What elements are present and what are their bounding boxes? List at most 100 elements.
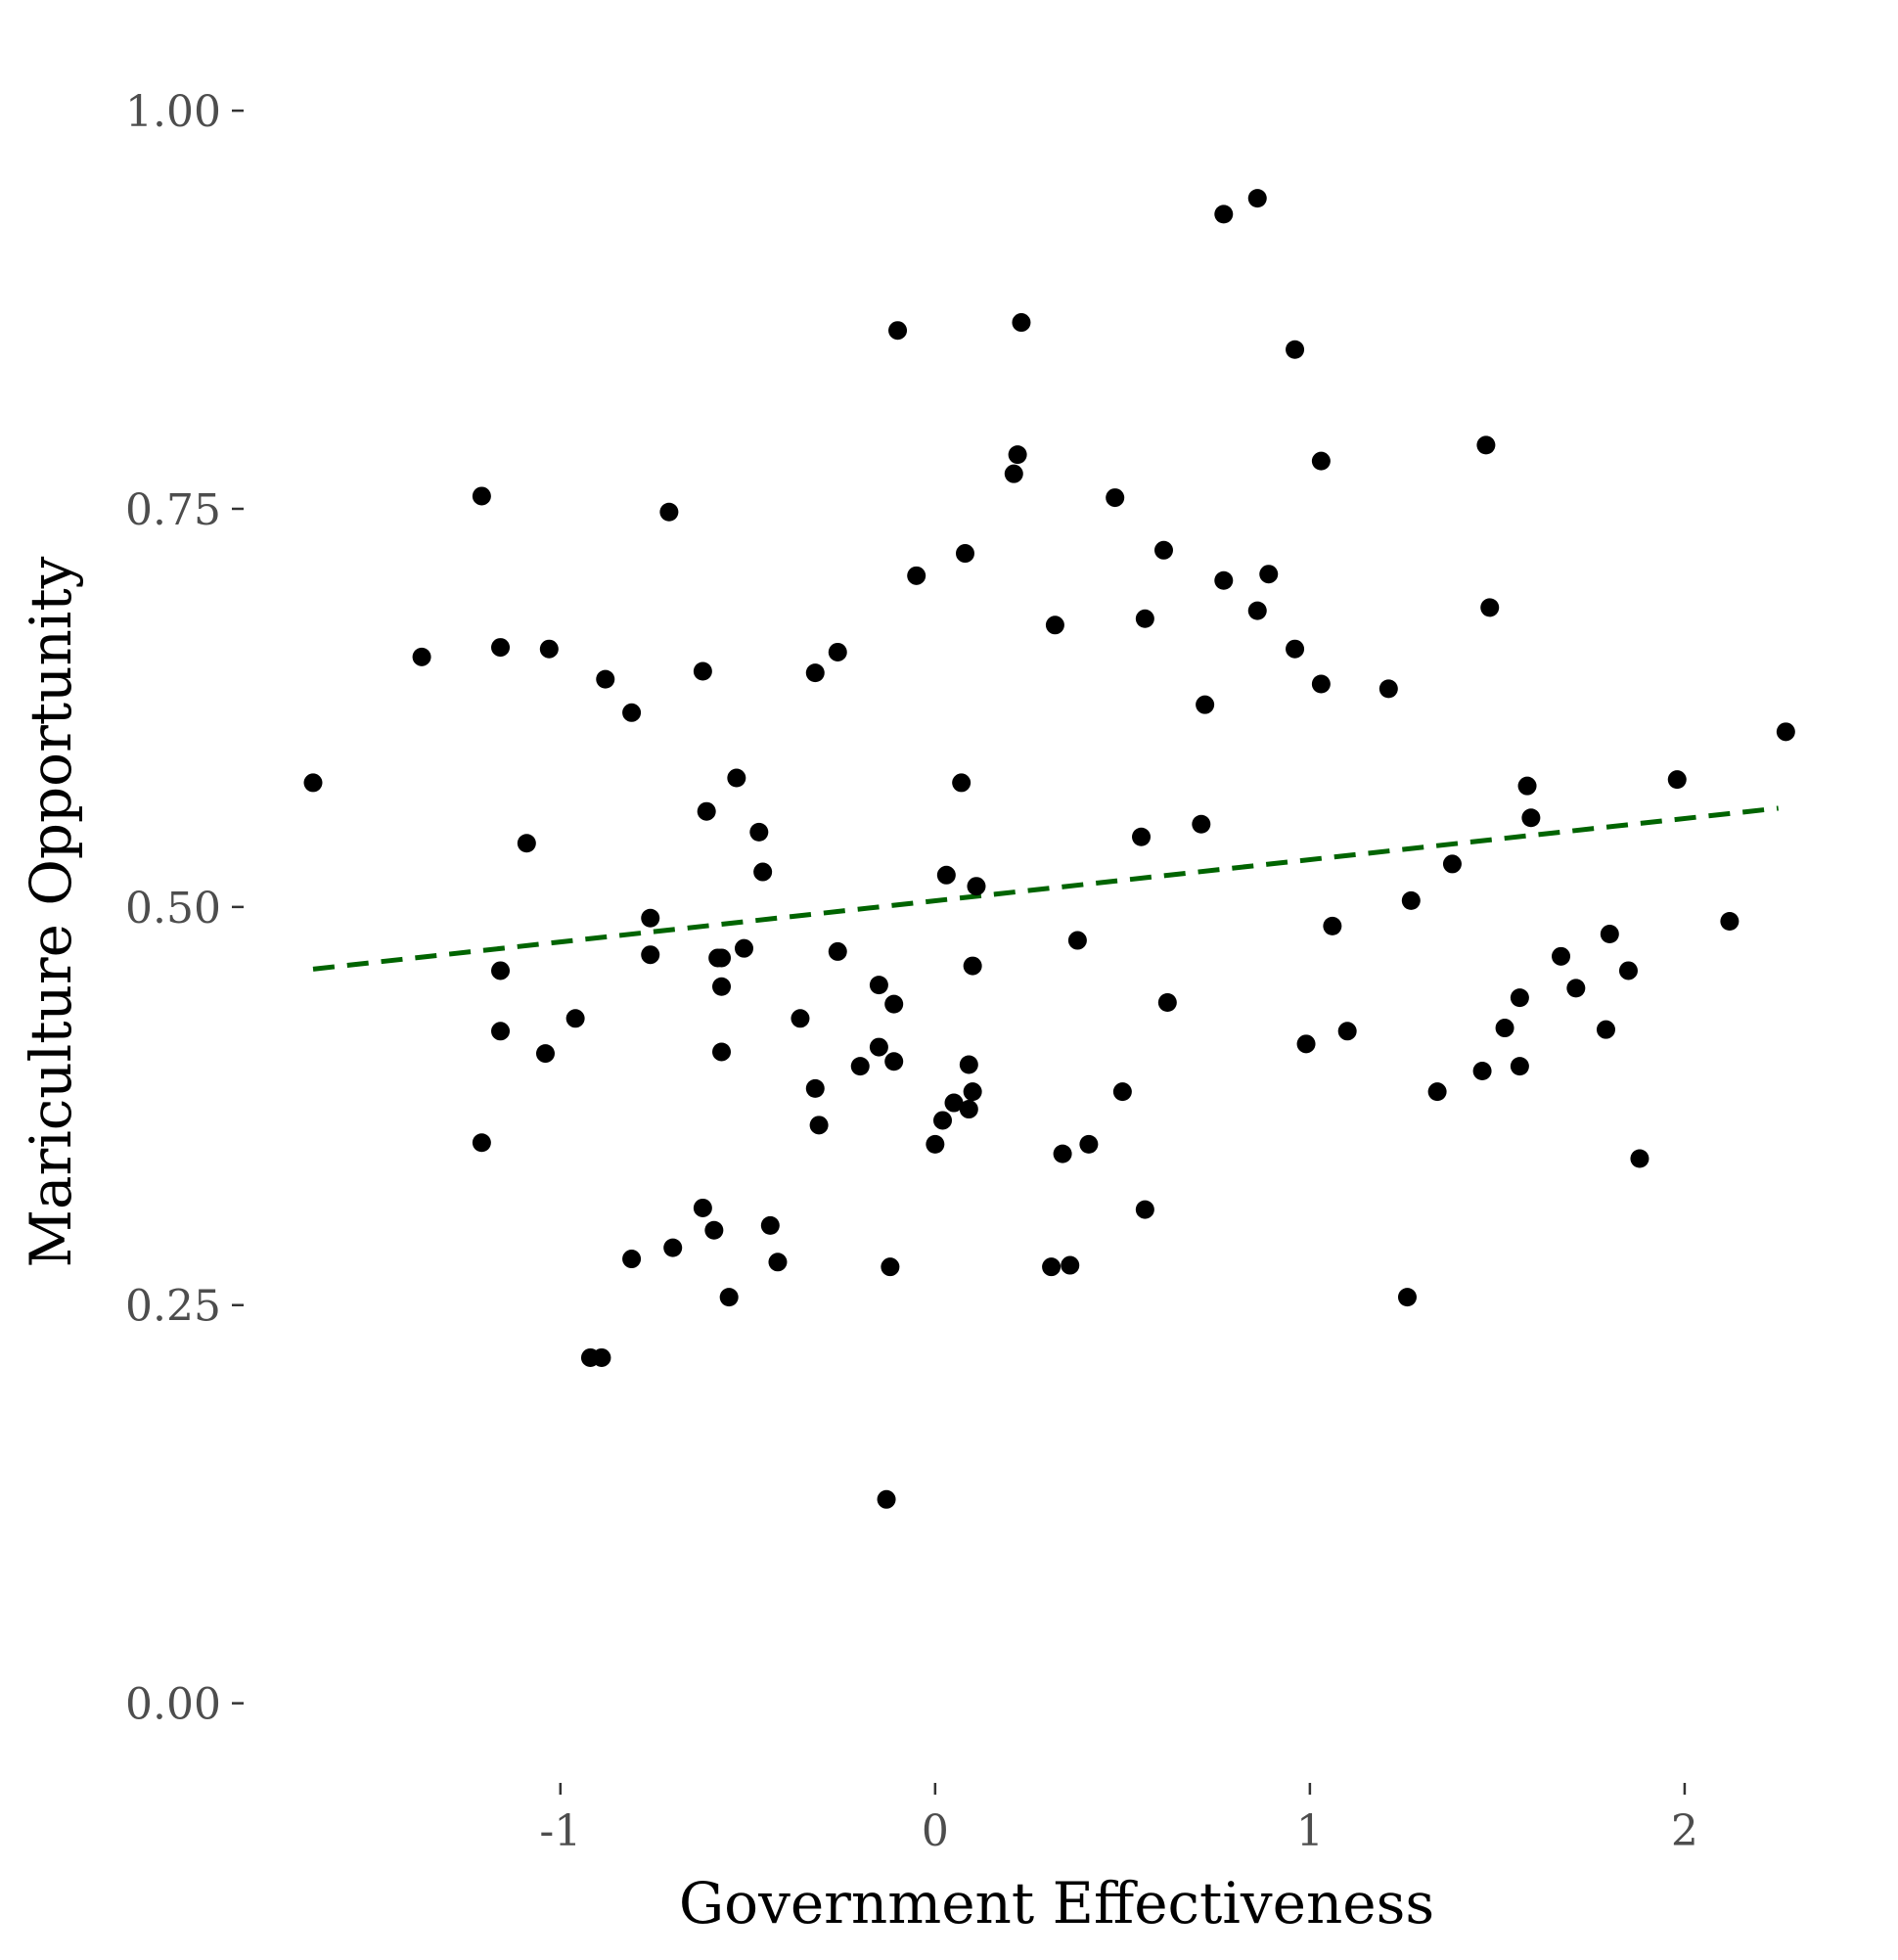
- data-point: [805, 663, 825, 683]
- data-point: [1510, 988, 1529, 1008]
- data-point: [622, 703, 642, 722]
- y-tick-label: 0.25: [125, 1282, 221, 1332]
- data-point: [1776, 722, 1795, 742]
- data-point: [1378, 679, 1398, 699]
- data-point: [472, 1133, 491, 1153]
- data-point: [1196, 695, 1215, 714]
- data-point: [1401, 890, 1421, 910]
- data-point: [491, 961, 511, 980]
- data-point: [1427, 1082, 1447, 1102]
- y-tick-label: 0.75: [125, 485, 221, 535]
- data-point: [1495, 1019, 1514, 1038]
- data-point: [1472, 1061, 1492, 1080]
- data-point: [1510, 1057, 1529, 1076]
- data-point: [1442, 854, 1462, 874]
- data-point: [641, 908, 660, 928]
- data-point: [1153, 540, 1173, 560]
- data-point: [734, 938, 753, 958]
- data-point: [1247, 601, 1267, 620]
- data-point: [760, 1215, 780, 1235]
- data-point: [1286, 639, 1305, 659]
- data-point: [1552, 946, 1571, 966]
- data-point: [1480, 598, 1500, 617]
- data-point: [963, 1082, 982, 1102]
- data-point: [881, 1257, 900, 1277]
- data-point: [1259, 565, 1279, 584]
- data-point: [535, 1044, 555, 1064]
- data-point: [1067, 931, 1087, 950]
- y-tick-label: 1.00: [125, 87, 221, 137]
- y-axis-title: Mariculture Opportunity: [18, 556, 84, 1267]
- data-point: [888, 321, 908, 341]
- data-point: [1135, 1200, 1154, 1219]
- data-point: [907, 566, 926, 585]
- data-point: [491, 1022, 511, 1041]
- data-point: [1079, 1134, 1099, 1154]
- data-point: [712, 1042, 732, 1062]
- data-point: [1214, 570, 1234, 590]
- data-point: [944, 1093, 964, 1113]
- data-point: [1008, 445, 1027, 465]
- x-axis-title: Government Effectiveness: [679, 1870, 1434, 1937]
- data-point: [1311, 674, 1331, 694]
- data-point: [1323, 916, 1342, 935]
- data-point: [1004, 464, 1023, 483]
- trend-line: [312, 805, 1779, 972]
- x-tick-label: 0: [922, 1806, 949, 1856]
- data-point: [565, 1009, 585, 1028]
- data-point: [884, 994, 904, 1014]
- data-point: [1397, 1288, 1417, 1307]
- data-point: [1247, 189, 1267, 208]
- data-point: [1012, 313, 1031, 333]
- data-point: [663, 1238, 683, 1257]
- data-point: [704, 1220, 724, 1240]
- data-point: [1618, 961, 1638, 980]
- data-point: [1521, 808, 1541, 828]
- data-point: [952, 773, 972, 793]
- x-tick-label: -1: [539, 1806, 581, 1856]
- data-point: [472, 486, 491, 506]
- data-point: [753, 862, 773, 882]
- data-point: [1214, 205, 1234, 224]
- data-point: [869, 976, 888, 995]
- data-point: [1132, 827, 1152, 846]
- data-point: [517, 834, 536, 853]
- data-point: [1286, 340, 1305, 359]
- data-point: [1566, 979, 1586, 998]
- data-point: [596, 669, 615, 689]
- data-point: [659, 502, 679, 522]
- data-point: [809, 1116, 829, 1135]
- data-point: [697, 801, 716, 821]
- data-point: [828, 941, 847, 961]
- data-point: [884, 1052, 904, 1071]
- x-tick-label: 1: [1296, 1806, 1324, 1856]
- data-point: [749, 822, 769, 842]
- data-point: [933, 1111, 953, 1130]
- data-point: [1311, 451, 1331, 471]
- data-point: [1192, 814, 1211, 834]
- data-point: [1053, 1144, 1072, 1163]
- data-point: [926, 1134, 945, 1154]
- data-point: [712, 948, 732, 968]
- data-point: [622, 1250, 642, 1269]
- data-point: [1337, 1022, 1357, 1041]
- data-point: [963, 956, 982, 976]
- data-point: [869, 1037, 888, 1057]
- data-point: [1112, 1082, 1132, 1102]
- y-tick-label: 0.00: [125, 1680, 221, 1730]
- data-point: [1296, 1034, 1316, 1054]
- data-point: [1720, 912, 1740, 932]
- data-point: [641, 945, 660, 965]
- data-point: [1596, 1020, 1615, 1039]
- data-point: [592, 1347, 611, 1367]
- data-point: [1476, 435, 1496, 455]
- data-point: [693, 661, 712, 681]
- data-point: [303, 773, 323, 793]
- data-point: [1517, 776, 1537, 796]
- data-point: [1600, 925, 1619, 944]
- x-tick-label: 2: [1671, 1806, 1698, 1856]
- data-point: [805, 1078, 825, 1098]
- data-point: [850, 1057, 870, 1076]
